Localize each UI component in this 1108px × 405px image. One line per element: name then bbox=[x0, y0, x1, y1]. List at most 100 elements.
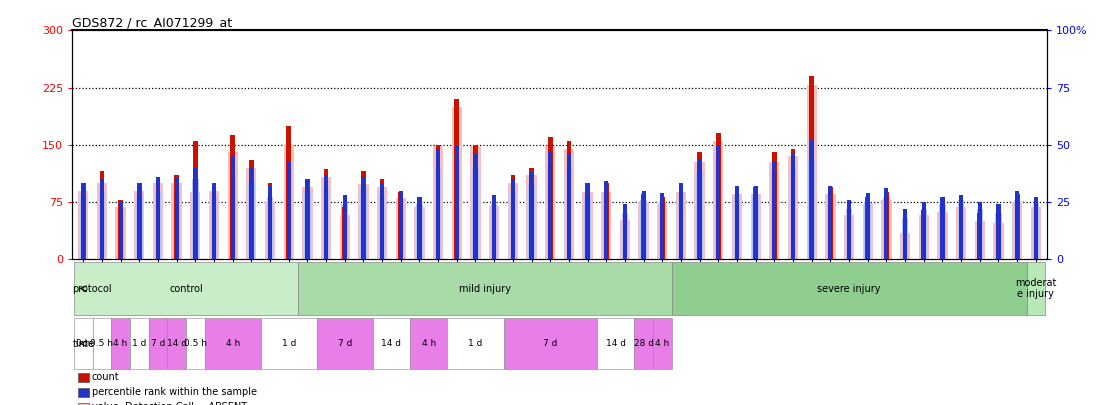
Bar bbox=[883, 197, 890, 259]
Text: protocol: protocol bbox=[72, 284, 112, 294]
Text: 0 h: 0 h bbox=[76, 339, 91, 348]
Text: 14 d: 14 d bbox=[166, 339, 186, 348]
Bar bbox=[317, 318, 372, 369]
Bar bbox=[100, 179, 104, 259]
Bar bbox=[377, 187, 387, 259]
Bar bbox=[193, 141, 197, 259]
Bar bbox=[603, 193, 609, 259]
Text: 7 d: 7 d bbox=[543, 339, 557, 348]
Bar bbox=[361, 177, 366, 259]
Bar bbox=[623, 212, 627, 259]
Bar bbox=[1015, 194, 1019, 259]
Bar bbox=[753, 187, 758, 259]
Bar bbox=[884, 192, 889, 259]
Bar bbox=[695, 162, 705, 259]
Bar bbox=[167, 318, 186, 369]
Bar bbox=[246, 168, 256, 259]
Bar bbox=[752, 195, 759, 259]
Text: 4 h: 4 h bbox=[422, 339, 435, 348]
Bar bbox=[653, 318, 671, 369]
Bar bbox=[398, 200, 404, 259]
Bar bbox=[769, 162, 780, 259]
Bar bbox=[137, 183, 142, 259]
Bar bbox=[676, 192, 686, 259]
Bar bbox=[417, 204, 423, 259]
Bar bbox=[205, 318, 260, 369]
Bar bbox=[604, 183, 608, 259]
Bar bbox=[417, 200, 422, 259]
Bar bbox=[565, 168, 572, 259]
Bar bbox=[399, 192, 403, 259]
Bar bbox=[248, 181, 255, 259]
Text: percentile rank within the sample: percentile rank within the sample bbox=[92, 387, 257, 397]
Text: 1 d: 1 d bbox=[281, 339, 296, 348]
Bar bbox=[298, 262, 671, 315]
Text: count: count bbox=[92, 372, 120, 382]
Bar bbox=[249, 160, 254, 259]
Bar bbox=[642, 194, 646, 259]
Bar bbox=[922, 202, 926, 259]
Bar bbox=[547, 165, 554, 259]
Bar bbox=[956, 207, 966, 259]
Bar bbox=[339, 215, 350, 259]
Bar bbox=[304, 191, 310, 259]
Bar bbox=[492, 195, 496, 259]
Bar bbox=[322, 186, 329, 259]
Bar bbox=[996, 217, 1001, 259]
Bar bbox=[111, 318, 130, 369]
Bar bbox=[602, 192, 612, 259]
Bar bbox=[473, 154, 478, 259]
Bar bbox=[136, 195, 143, 259]
Bar bbox=[380, 184, 384, 259]
Text: time: time bbox=[72, 339, 94, 349]
Bar bbox=[619, 220, 630, 259]
Bar bbox=[604, 181, 608, 259]
Bar bbox=[921, 209, 927, 259]
Bar bbox=[452, 107, 462, 259]
Bar bbox=[265, 202, 275, 259]
Text: 4 h: 4 h bbox=[226, 339, 239, 348]
Text: 14 d: 14 d bbox=[381, 339, 401, 348]
Bar bbox=[119, 200, 123, 259]
Bar bbox=[99, 191, 105, 259]
Bar bbox=[547, 137, 553, 259]
Text: severe injury: severe injury bbox=[818, 284, 881, 294]
Bar bbox=[715, 158, 721, 259]
Bar bbox=[324, 169, 328, 259]
Bar bbox=[659, 202, 666, 259]
Bar bbox=[286, 168, 293, 259]
Bar bbox=[96, 183, 107, 259]
Bar bbox=[714, 141, 724, 259]
Bar bbox=[772, 152, 777, 259]
Bar bbox=[940, 204, 945, 259]
Bar bbox=[657, 204, 667, 259]
Bar bbox=[919, 215, 929, 259]
Bar bbox=[530, 168, 534, 259]
Bar bbox=[566, 141, 572, 259]
Bar bbox=[753, 186, 758, 259]
Text: moderat
e injury: moderat e injury bbox=[1015, 278, 1057, 299]
Bar bbox=[958, 200, 964, 259]
Bar bbox=[698, 158, 701, 259]
Text: control: control bbox=[170, 284, 203, 294]
Bar bbox=[902, 218, 909, 259]
Bar bbox=[829, 186, 832, 259]
Bar bbox=[976, 209, 983, 259]
Bar bbox=[716, 133, 720, 259]
Text: value, Detection Call = ABSENT: value, Detection Call = ABSENT bbox=[92, 403, 247, 405]
Bar bbox=[410, 318, 448, 369]
Bar bbox=[81, 183, 85, 259]
Bar bbox=[212, 183, 216, 259]
Bar bbox=[530, 172, 534, 259]
Bar bbox=[342, 195, 347, 259]
Bar bbox=[881, 200, 892, 259]
Bar bbox=[903, 209, 907, 259]
Bar bbox=[511, 179, 515, 259]
Bar bbox=[640, 200, 647, 259]
Bar bbox=[995, 213, 1002, 259]
Bar bbox=[937, 212, 947, 259]
Bar bbox=[750, 194, 761, 259]
Bar bbox=[697, 152, 702, 259]
Bar bbox=[678, 193, 685, 259]
Bar bbox=[511, 175, 515, 259]
